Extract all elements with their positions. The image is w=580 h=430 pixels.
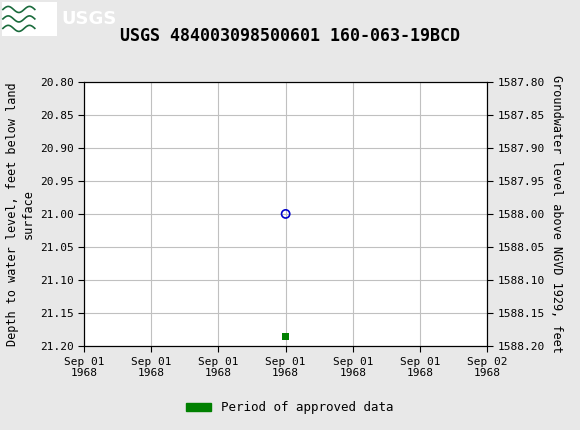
Y-axis label: Depth to water level, feet below land
surface: Depth to water level, feet below land su… xyxy=(6,82,34,346)
Bar xyxy=(2,2,57,36)
Bar xyxy=(282,333,289,340)
Point xyxy=(281,210,290,217)
Text: USGS 484003098500601 160-063-19BCD: USGS 484003098500601 160-063-19BCD xyxy=(120,27,460,45)
Y-axis label: Groundwater level above NGVD 1929, feet: Groundwater level above NGVD 1929, feet xyxy=(550,75,563,353)
Text: USGS: USGS xyxy=(61,10,116,28)
Legend: Period of approved data: Period of approved data xyxy=(181,396,399,419)
